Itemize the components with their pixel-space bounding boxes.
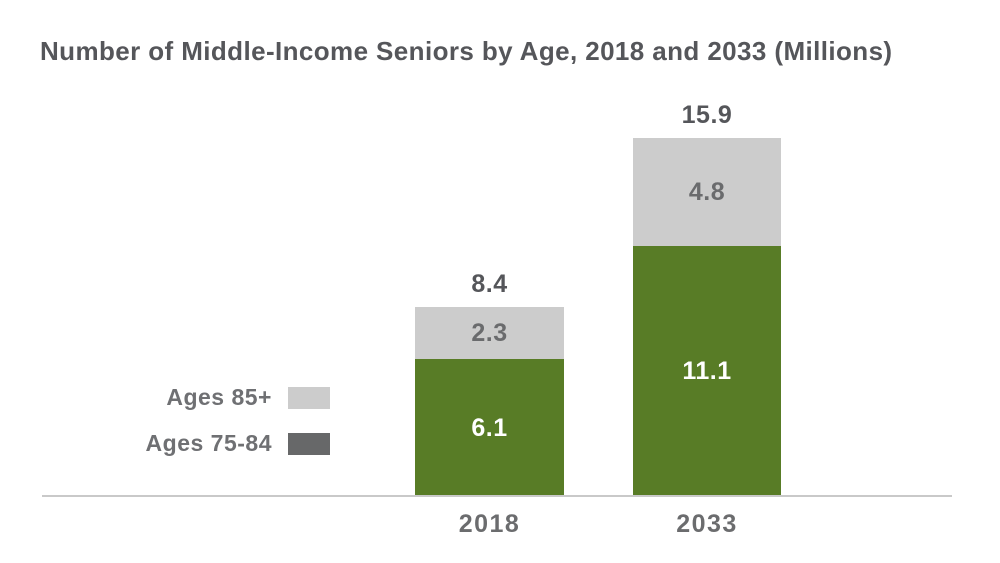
legend-swatch-ages-85plus — [288, 386, 330, 409]
legend: Ages 85+ Ages 75-84 — [36, 384, 330, 476]
chart-title: Number of Middle-Income Seniors by Age, … — [40, 36, 893, 66]
bar-2018-segment-ages-85plus: 2.3 — [415, 307, 564, 359]
legend-label-ages-85plus: Ages 85+ — [166, 384, 272, 410]
x-axis-baseline — [42, 495, 952, 497]
x-axis-label-2018: 2018 — [458, 510, 521, 538]
legend-item-ages-75-84: Ages 75-84 — [36, 430, 330, 457]
legend-item-ages-85plus: Ages 85+ — [36, 384, 330, 411]
legend-swatch-ages-75-84 — [288, 432, 330, 455]
bar-2018-segment-ages-75-84: 6.1 — [415, 359, 564, 497]
bar-2033: 15.9 4.8 11.1 2033 — [633, 101, 781, 538]
x-axis-label-2033: 2033 — [676, 510, 738, 538]
bar-2033-segment-ages-85plus: 4.8 — [633, 138, 781, 246]
legend-label-ages-75-84: Ages 75-84 — [145, 430, 272, 456]
bar-2033-total-label: 15.9 — [681, 101, 733, 129]
bar-2018-total-label: 8.4 — [471, 270, 508, 298]
bar-2033-segment-ages-75-84: 11.1 — [633, 246, 781, 497]
bar-2018: 8.4 2.3 6.1 2018 — [415, 270, 564, 538]
